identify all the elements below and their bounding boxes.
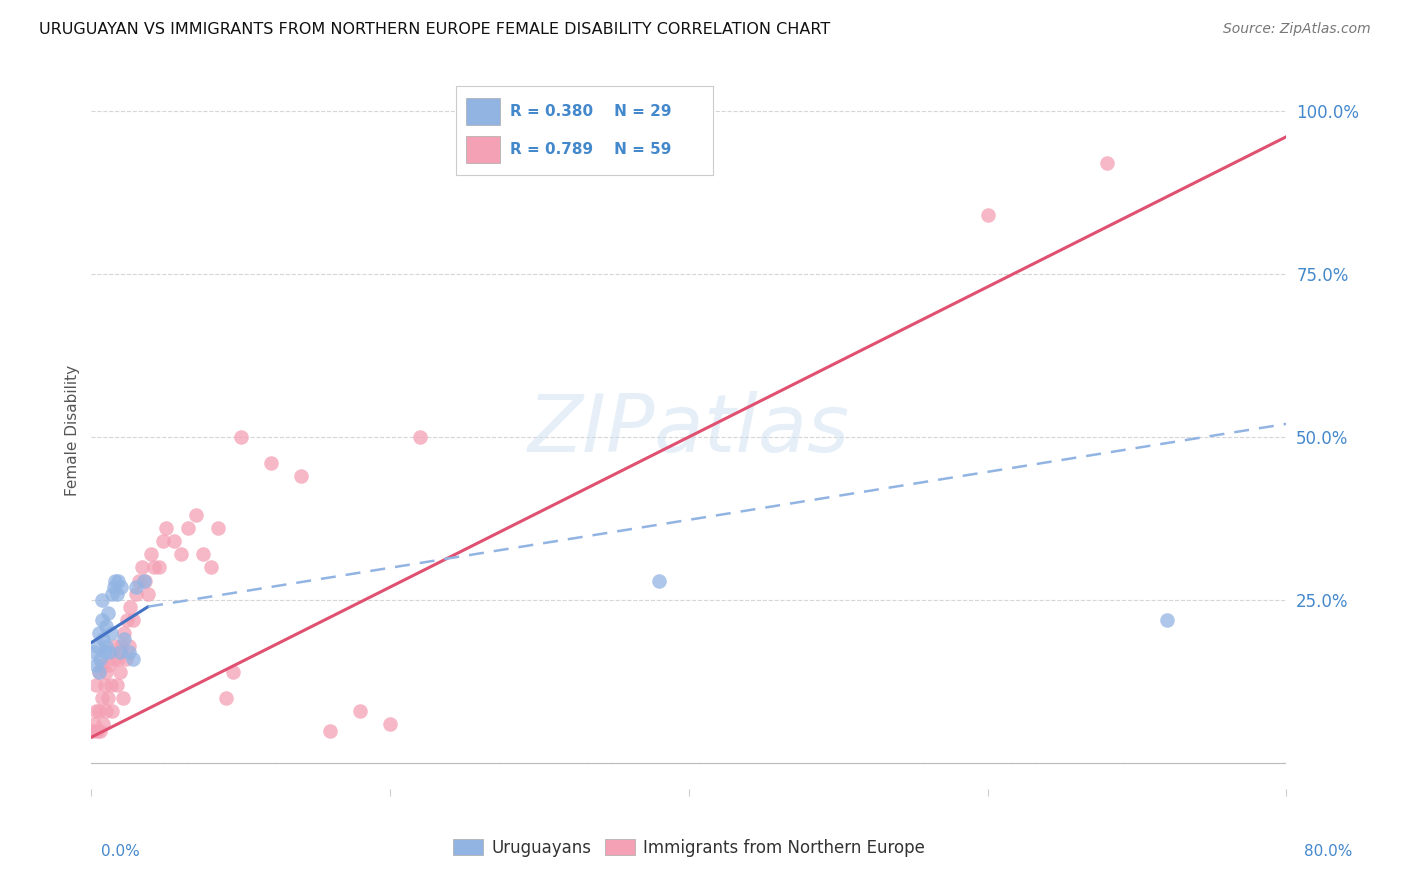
Point [82,723,104,738]
Point [100,625,122,640]
Point [170,548,193,562]
Point [115,613,138,627]
Point [136,586,159,600]
Point [103,652,125,666]
Point [87,625,110,640]
Point [86,723,108,738]
Point [105,678,128,692]
Point [84,704,107,718]
Point [319,723,342,738]
Point [134,574,156,588]
Point [87,704,110,718]
Point [152,534,174,549]
Point [104,639,127,653]
Point [93,717,115,731]
Text: Source: ZipAtlas.com: Source: ZipAtlas.com [1223,22,1371,37]
Point [83,645,105,659]
Point [193,548,215,562]
Point [89,652,111,666]
Point [104,574,127,588]
Point [177,521,200,535]
Text: URUGUAYAN VS IMMIGRANTS FROM NORTHERN EUROPE FEMALE DISABILITY CORRELATION CHART: URUGUAYAN VS IMMIGRANTS FROM NORTHERN EU… [39,22,831,37]
Point [184,508,207,523]
Point [1097,155,1119,169]
Point [118,639,141,653]
Point [87,665,110,679]
Point [98,658,121,673]
Point [96,619,118,633]
Point [155,521,177,535]
Point [110,639,132,653]
Point [107,652,129,666]
Point [648,574,671,588]
Point [101,704,124,718]
Point [200,560,222,574]
Point [94,645,117,659]
Point [112,632,135,647]
Point [98,645,121,659]
Point [380,717,402,731]
Point [107,574,129,588]
Point [94,678,117,692]
Point [215,691,238,706]
Point [84,658,107,673]
Point [409,430,432,444]
Point [96,704,118,718]
Y-axis label: Female Disability: Female Disability [65,365,80,496]
Point [86,639,108,653]
Point [114,652,136,666]
Point [122,613,145,627]
Point [222,665,245,679]
Point [976,208,998,222]
Point [162,534,184,549]
Point [141,548,163,562]
Point [143,560,166,574]
Point [290,469,312,483]
Point [122,652,145,666]
Point [96,665,118,679]
Point [120,599,142,614]
Point [131,560,153,574]
Point [90,658,112,673]
Legend: Uruguayans, Immigrants from Northern Europe: Uruguayans, Immigrants from Northern Eur… [446,832,932,863]
Point [111,691,134,706]
Point [97,691,120,706]
Point [90,613,112,627]
Point [90,593,112,607]
Point [100,678,122,692]
Point [207,521,229,535]
Point [108,665,131,679]
Point [132,574,155,588]
Point [89,723,111,738]
Point [112,625,135,640]
Point [1156,613,1178,627]
Point [259,456,281,470]
Point [229,430,252,444]
Point [83,717,105,731]
Point [101,586,124,600]
Text: 0.0%: 0.0% [101,845,141,859]
Point [349,704,371,718]
Text: ZIPatlas: ZIPatlas [527,392,851,469]
Point [110,580,132,594]
Point [103,580,125,594]
Point [96,639,118,653]
Point [148,560,170,574]
Point [125,586,148,600]
Point [105,586,128,600]
Point [97,606,120,620]
Point [93,632,115,647]
Point [84,678,107,692]
Point [87,665,110,679]
Point [128,574,150,588]
Text: 80.0%: 80.0% [1305,845,1353,859]
Point [118,645,141,659]
Point [90,691,112,706]
Point [125,580,148,594]
Point [108,645,131,659]
